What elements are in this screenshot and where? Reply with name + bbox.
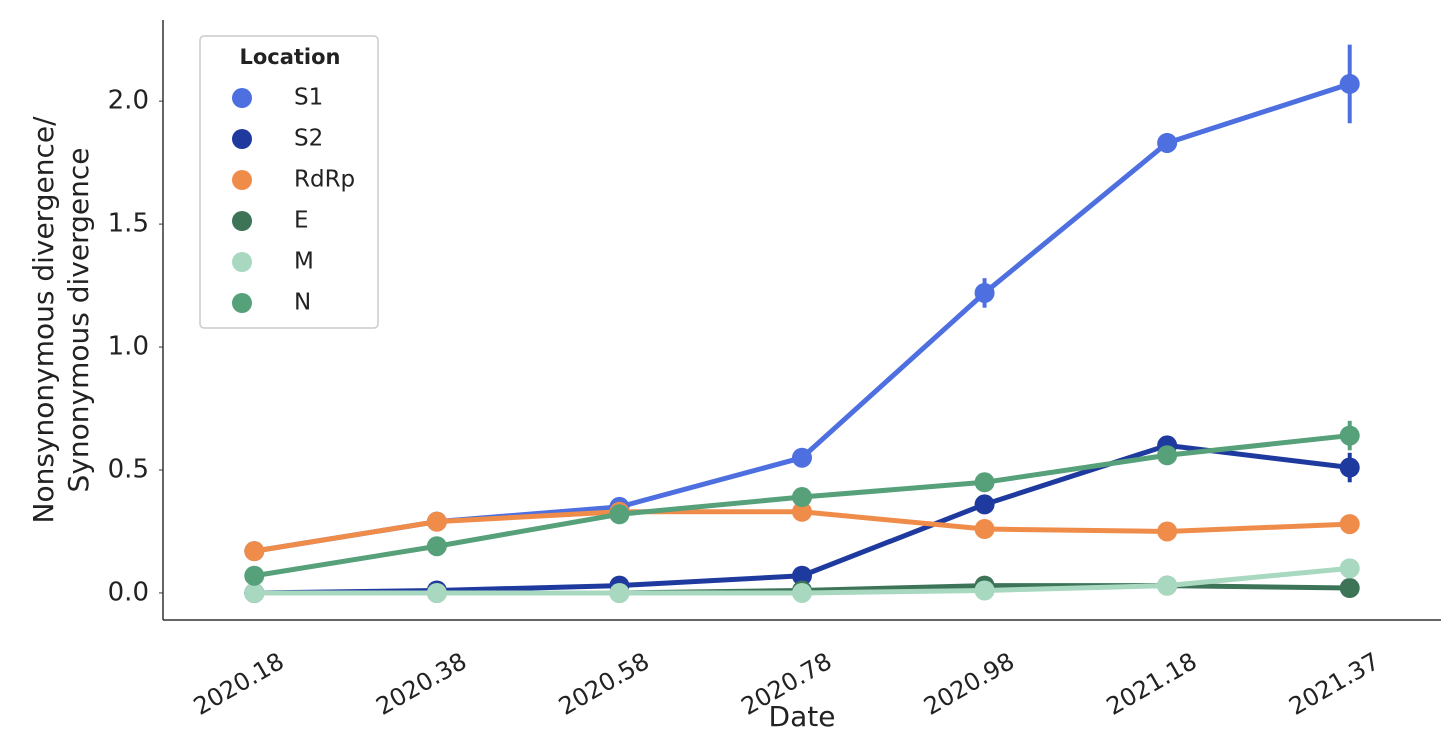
legend-marker (232, 129, 252, 149)
legend-label: S2 (294, 126, 323, 152)
x-tick-label: 2020.38 (371, 647, 471, 721)
legend-label: M (294, 249, 314, 275)
y-axis-label: Synonymous divergence (62, 148, 95, 493)
point (426, 582, 447, 603)
point (1157, 575, 1178, 596)
series (244, 501, 1360, 562)
point (792, 565, 812, 586)
point (974, 472, 995, 493)
point (426, 511, 447, 532)
point (1157, 521, 1178, 542)
x-tick-label: 2020.18 (189, 647, 289, 721)
point (1339, 514, 1360, 535)
y-tick-label: 1.0 (108, 332, 149, 362)
legend-marker (232, 170, 252, 190)
point (609, 504, 630, 525)
point (1339, 73, 1360, 94)
y-axis-label: Nonsynonymous divergence/ (27, 116, 60, 524)
point (426, 536, 447, 557)
point (792, 582, 812, 603)
y-tick-label: 1.5 (108, 209, 149, 239)
point (609, 582, 630, 603)
legend-label: S1 (294, 85, 323, 111)
series (244, 558, 1360, 603)
x-tick-label: 2020.58 (554, 647, 654, 721)
point (244, 541, 265, 562)
legend-label: RdRp (294, 167, 355, 193)
point (792, 487, 812, 508)
point (1339, 425, 1360, 446)
point (792, 501, 812, 522)
legend-title: Location (239, 45, 340, 69)
y-tick-label: 0.0 (108, 577, 149, 607)
point (792, 447, 812, 468)
x-axis-label: Date (769, 700, 836, 729)
point (974, 494, 995, 515)
point (974, 519, 995, 540)
point (1339, 578, 1360, 599)
y-tick-label: 2.0 (108, 86, 149, 116)
point (1339, 558, 1360, 579)
legend-label: E (294, 208, 309, 234)
legend-marker (232, 293, 252, 313)
legend-label: N (294, 290, 311, 316)
series (244, 420, 1360, 586)
y-tick-label: 0.5 (108, 455, 149, 485)
point (974, 580, 995, 601)
x-tick-label: 2021.37 (1284, 647, 1384, 721)
x-tick-label: 2021.18 (1102, 647, 1202, 721)
legend-marker (232, 88, 252, 108)
point (244, 582, 265, 603)
point (1157, 445, 1178, 466)
x-tick-label: 2020.98 (919, 647, 1019, 721)
legend-marker (232, 252, 252, 272)
series (244, 44, 1360, 562)
legend-marker (232, 211, 252, 231)
point (1157, 132, 1178, 153)
point (1339, 457, 1360, 478)
point (974, 282, 995, 303)
point (244, 565, 265, 586)
series-line (253, 81, 1351, 554)
